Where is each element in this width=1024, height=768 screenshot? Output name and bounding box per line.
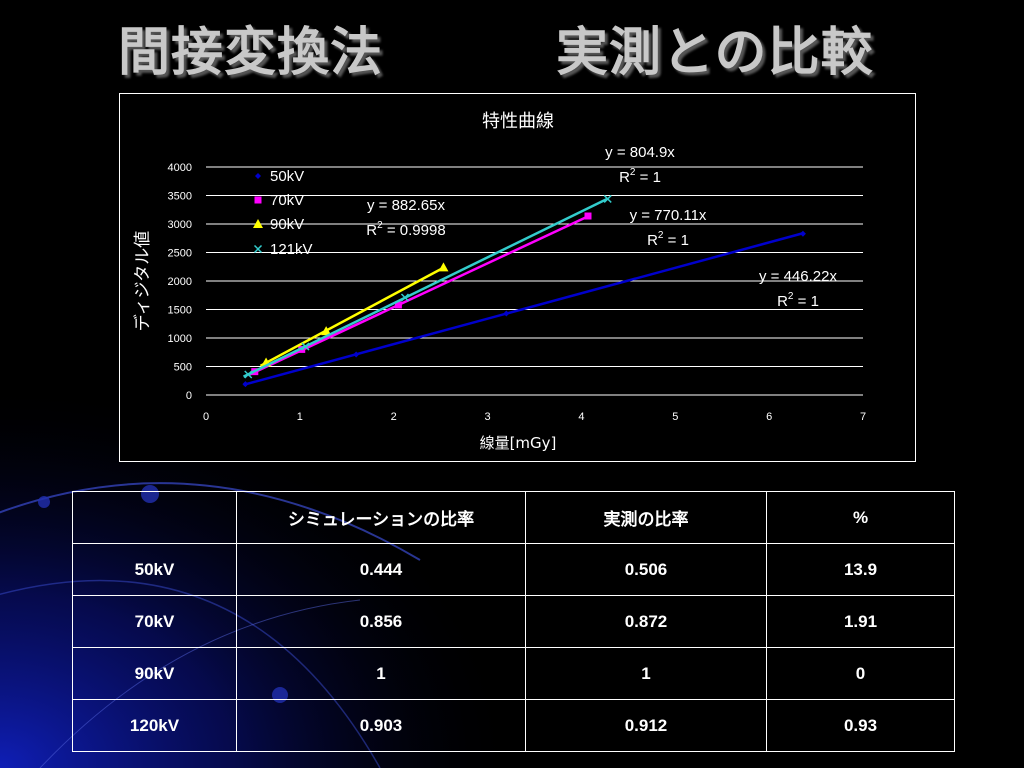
y-axis-label: ディジタル値 (132, 231, 153, 331)
x-tick-label: 6 (766, 411, 772, 423)
table-cell: 0.444 (236, 543, 526, 596)
x-axis-label: 線量[mGy] (480, 434, 557, 452)
trendline-equation: y = 882.65x (367, 197, 445, 214)
legend-label: 121kV (270, 241, 313, 258)
table-row: 70kV 0.856 0.872 1.91 (72, 595, 955, 648)
table-cell: 0.903 (236, 699, 526, 752)
data-point (242, 381, 249, 388)
trendline (243, 232, 804, 387)
data-point (503, 310, 510, 317)
chart-title: 特性曲線 (482, 111, 554, 132)
table-header-row: シミュレーションの比率 実測の比率 % (72, 491, 955, 544)
trendline (259, 266, 445, 367)
x-tick-label: 4 (578, 411, 584, 423)
table-cell: 0.912 (525, 699, 767, 752)
x-tick-label: 2 (391, 411, 397, 423)
table-cell: 90kV (72, 647, 237, 700)
y-tick-label: 1000 (168, 333, 192, 345)
table-cell: 0.506 (525, 543, 767, 596)
table-header-cell: 実測の比率 (525, 491, 767, 544)
legend-label: 70kV (270, 192, 304, 209)
legend-marker (254, 196, 262, 204)
legend-label: 90kV (270, 216, 304, 233)
characteristic-curve-chart: 特性曲線 0 500 1000 1500 2000 2500 3000 3500 4000 0 1 2 3… (132, 111, 866, 452)
y-tick-label: 4000 (168, 162, 192, 174)
slide-title: 間接変換法 実測との比較 (0, 6, 1024, 83)
table-cell: 13.9 (766, 543, 955, 596)
data-point (394, 301, 402, 309)
table-cell: 50kV (72, 543, 237, 596)
table-cell: 1.91 (766, 595, 955, 648)
slide-title-right: 実測との比較 (556, 23, 874, 83)
table-cell: 1 (236, 647, 526, 700)
slide-title-left: 間接変換法 (118, 23, 384, 83)
x-tick-label: 5 (672, 411, 678, 423)
table-cell: 70kV (72, 595, 237, 648)
y-tick-label: 2000 (168, 276, 192, 288)
trendline-equation: y = 446.22x (759, 268, 837, 285)
x-tick-label: 0 (203, 411, 209, 423)
table-cell: 0.856 (236, 595, 526, 648)
trendline-equation: y = 804.9x (605, 144, 675, 161)
data-point (301, 342, 310, 351)
table-cell: 0 (766, 647, 955, 700)
data-point (321, 326, 332, 336)
y-tick-label: 3500 (168, 191, 192, 203)
x-tick-label: 7 (860, 411, 866, 423)
data-point (603, 194, 612, 203)
x-tick-label: 1 (297, 411, 303, 423)
table-cell: 0.872 (525, 595, 767, 648)
data-point (584, 212, 592, 220)
table-row: 50kV 0.444 0.506 13.9 (72, 543, 955, 596)
y-tick-label: 500 (174, 362, 192, 374)
table-cell: 120kV (72, 699, 237, 752)
y-tick-label: 2500 (168, 248, 192, 260)
chart-container: 特性曲線 0 500 1000 1500 2000 2500 3000 3500 4000 0 1 2 3… (119, 93, 916, 462)
y-tick-label: 3000 (168, 219, 192, 231)
data-point (400, 293, 410, 302)
table-cell: 0.93 (766, 699, 955, 752)
trendline-r-squared: R2 = 1 (619, 167, 661, 186)
trendline-r-squared: R2 = 1 (647, 230, 689, 249)
table-header-cell: シミュレーションの比率 (236, 491, 526, 544)
y-tick-label: 1500 (168, 305, 192, 317)
table-header-cell (72, 491, 237, 544)
legend-marker (255, 173, 261, 179)
trendline-r-squared: R2 = 0.9998 (366, 220, 445, 239)
table-cell: 1 (525, 647, 767, 700)
y-tick-label: 0 (186, 390, 192, 402)
table-row: 120kV 0.903 0.912 0.93 (72, 699, 955, 752)
trendline-equation: y = 770.11x (630, 207, 707, 224)
legend-marker (253, 219, 263, 228)
legend-marker (253, 244, 263, 254)
legend-label: 50kV (270, 168, 304, 185)
table-header-cell: % (766, 491, 955, 544)
data-point (244, 370, 253, 379)
data-point (799, 230, 806, 237)
trendline-r-squared: R2 = 1 (777, 291, 819, 310)
ratio-comparison-table: シミュレーションの比率 実測の比率 % 50kV 0.444 0.506 13.… (72, 491, 955, 752)
x-tick-label: 3 (485, 411, 491, 423)
data-point (353, 351, 360, 358)
table-row: 90kV 1 1 0 (72, 647, 955, 700)
data-point (438, 262, 449, 272)
